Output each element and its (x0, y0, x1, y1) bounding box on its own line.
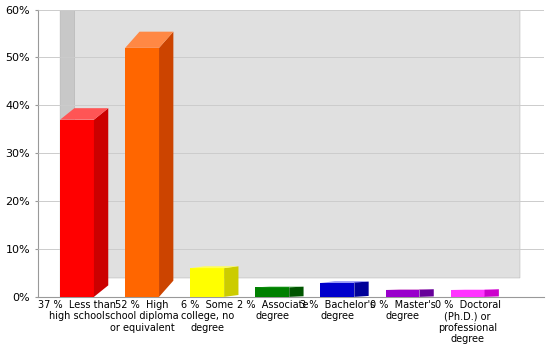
Polygon shape (190, 266, 239, 268)
Polygon shape (420, 289, 434, 297)
Bar (255, 287, 289, 297)
Polygon shape (485, 289, 499, 297)
Polygon shape (224, 266, 239, 297)
Bar (125, 48, 159, 297)
Bar (386, 290, 420, 297)
Polygon shape (159, 32, 173, 297)
Polygon shape (125, 32, 173, 48)
Polygon shape (289, 287, 304, 297)
Polygon shape (354, 281, 368, 297)
Polygon shape (321, 281, 368, 282)
Polygon shape (74, 0, 520, 278)
Bar (60, 120, 94, 297)
Bar (190, 268, 224, 297)
Bar (450, 290, 485, 297)
Polygon shape (450, 289, 499, 290)
Polygon shape (60, 0, 74, 297)
Polygon shape (60, 108, 108, 120)
Bar (321, 282, 354, 297)
Polygon shape (94, 108, 108, 297)
Polygon shape (60, 0, 520, 9)
Polygon shape (386, 289, 434, 290)
